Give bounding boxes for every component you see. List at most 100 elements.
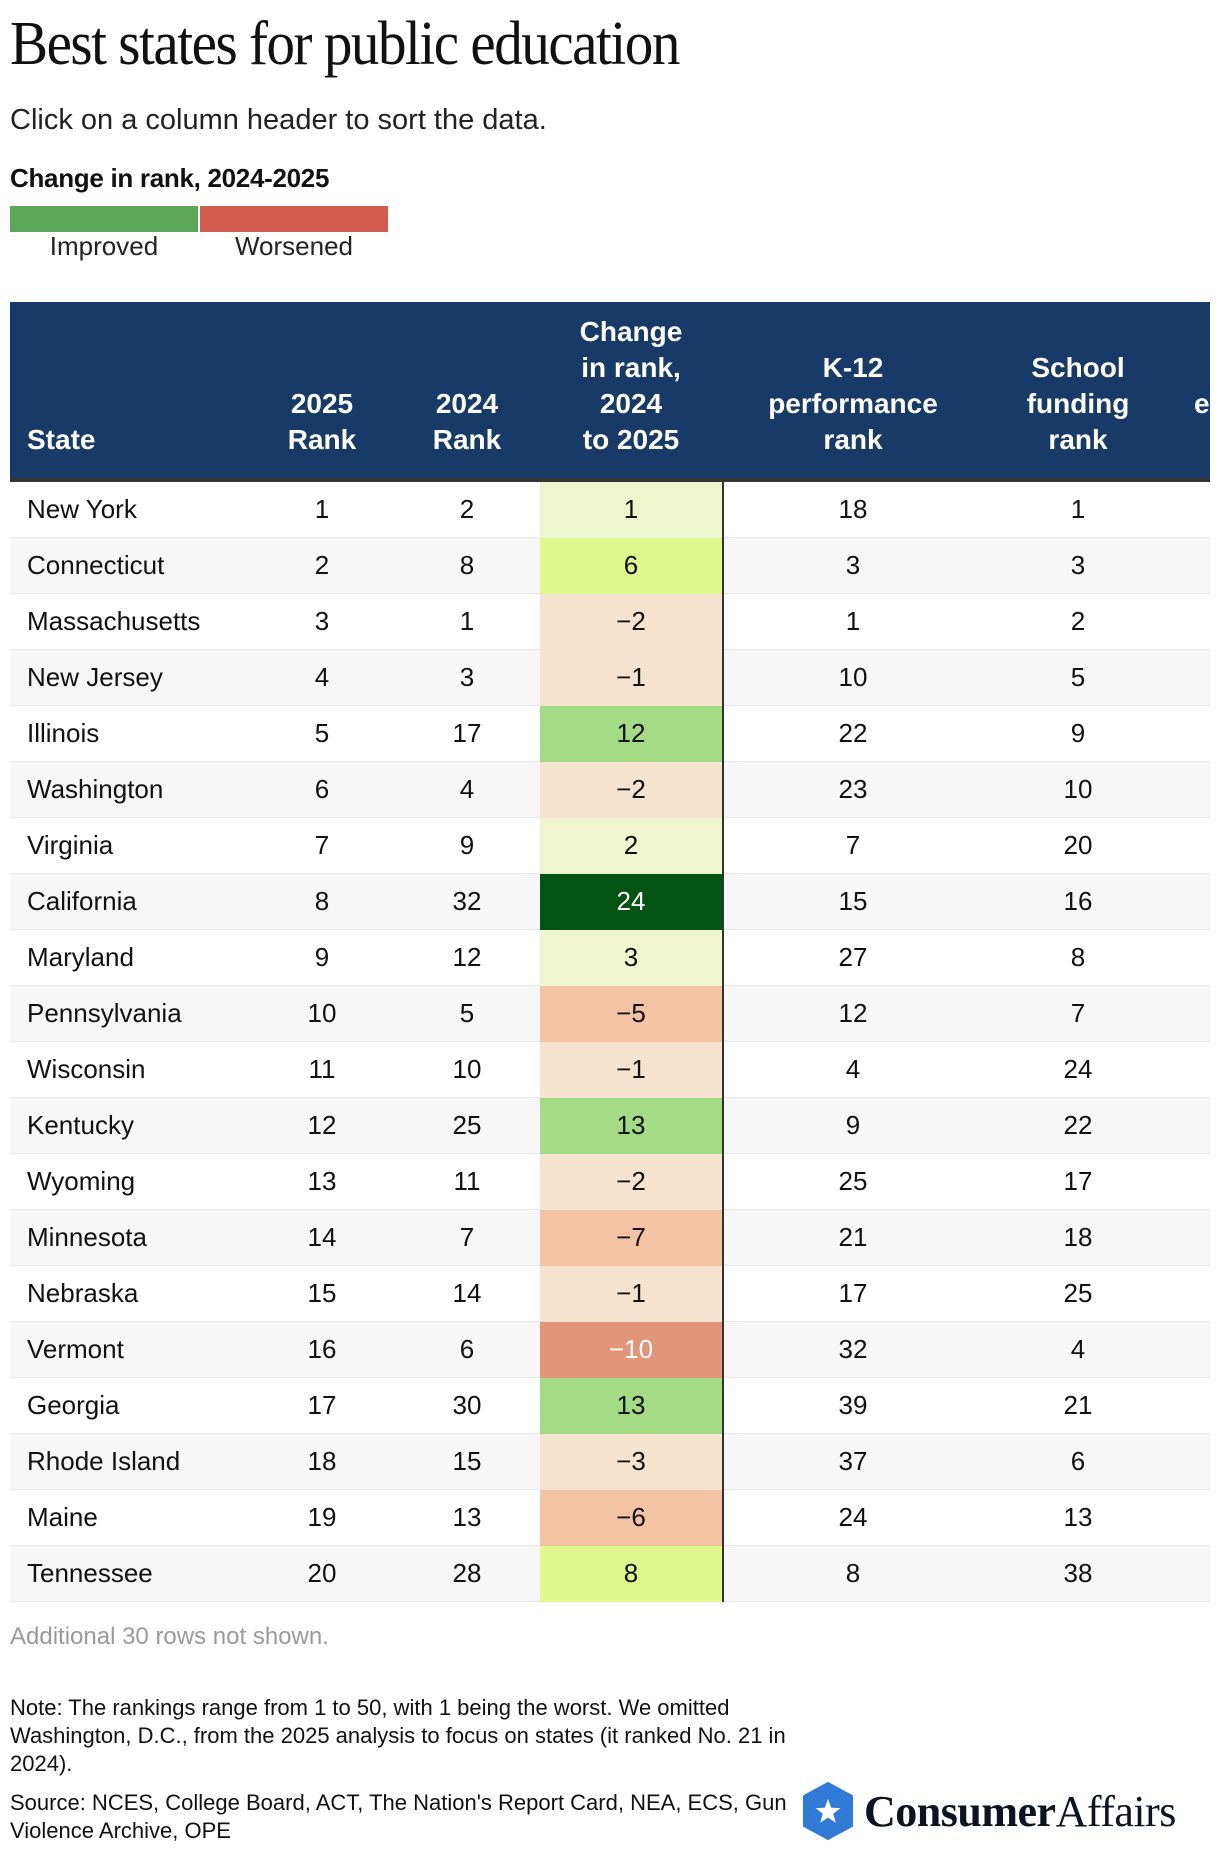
- cell-2025-rank: 8: [314, 886, 330, 916]
- cell-school-funding-rank: 10: [1063, 774, 1093, 804]
- cell-k12-performance-rank: 37: [838, 1446, 868, 1476]
- cell-2024-rank: 25: [452, 1110, 482, 1140]
- legend-swatch-improved: [10, 206, 198, 232]
- cell-k12-performance-rank: 3: [845, 550, 861, 580]
- cell-2024-rank: 4: [459, 774, 475, 804]
- cell-2025-rank: 2: [314, 550, 330, 580]
- legend-swatch-worsened: [200, 206, 388, 232]
- cell-k12-performance-rank: 23: [838, 774, 868, 804]
- cell-k12-performance-rank: 7: [845, 830, 861, 860]
- legend-label-improved: Improved: [49, 231, 159, 261]
- cell-change-in-rank: 3: [540, 930, 722, 986]
- cell-state: Connecticut: [27, 550, 165, 580]
- cell-2024-rank: 32: [452, 886, 482, 916]
- cell-2025-rank: 5: [314, 718, 330, 748]
- logo-wordmark-regular: Affairs: [1055, 1787, 1177, 1836]
- column-header-k12-performance-rank[interactable]: K-12 performance rank: [750, 350, 956, 458]
- column-header-line: K-12: [822, 352, 884, 383]
- cell-2025-rank: 10: [307, 998, 337, 1028]
- cell-2025-rank: 4: [314, 662, 330, 692]
- table-row: Pennsylvania 10 5 −5 12 7: [10, 986, 1210, 1042]
- table-row: Nebraska 15 14 −1 17 25: [10, 1266, 1210, 1322]
- cell-school-funding-rank: 13: [1063, 1502, 1093, 1532]
- more-rows-note: Additional 30 rows not shown.: [10, 1623, 329, 1650]
- cell-state: Illinois: [27, 718, 100, 748]
- column-header-2024-rank[interactable]: 2024 Rank: [407, 386, 527, 458]
- column-header-state[interactable]: State: [27, 422, 177, 458]
- cell-school-funding-rank: 24: [1063, 1054, 1093, 1084]
- cell-change-in-rank: 12: [540, 706, 722, 762]
- cell-change-in-rank: 24: [540, 874, 722, 930]
- cell-school-funding-rank: 1: [1070, 494, 1086, 524]
- cell-2025-rank: 6: [314, 774, 330, 804]
- cell-2025-rank: 7: [314, 830, 330, 860]
- cell-school-funding-rank: 22: [1063, 1110, 1093, 1140]
- table-row: Virginia 7 9 2 7 20: [10, 818, 1210, 874]
- cell-k12-performance-rank: 12: [838, 998, 868, 1028]
- column-header-line: rank: [823, 424, 883, 455]
- cell-k12-performance-rank: 17: [838, 1278, 868, 1308]
- cell-school-funding-rank: 17: [1063, 1166, 1093, 1196]
- table-row: Kentucky 12 25 13 9 22: [10, 1098, 1210, 1154]
- cell-change-in-rank: −2: [540, 1154, 722, 1210]
- table-row: Washington 6 4 −2 23 10: [10, 762, 1210, 818]
- cell-k12-performance-rank: 18: [838, 494, 868, 524]
- column-header-line: in rank,: [581, 352, 681, 383]
- cell-school-funding-rank: 21: [1063, 1390, 1093, 1420]
- cell-change-in-rank: 6: [540, 538, 722, 594]
- table-row: Massachusetts 3 1 −2 1 2: [10, 594, 1210, 650]
- table-row: Minnesota 14 7 −7 21 18: [10, 1210, 1210, 1266]
- cell-school-funding-rank: 2: [1070, 606, 1086, 636]
- cell-school-funding-rank: 8: [1070, 942, 1086, 972]
- cell-2025-rank: 1: [314, 494, 330, 524]
- cell-change-in-rank: 8: [540, 1546, 722, 1602]
- table-row: Wyoming 13 11 −2 25 17: [10, 1154, 1210, 1210]
- column-header-2025-rank[interactable]: 2025 Rank: [262, 386, 382, 458]
- column-header-line: 2024: [599, 388, 663, 419]
- cell-change-in-rank: 13: [540, 1378, 722, 1434]
- column-header-line: rank: [1048, 424, 1108, 455]
- cell-2025-rank: 12: [307, 1110, 337, 1140]
- cell-2024-rank: 6: [459, 1334, 475, 1364]
- table-row: Illinois 5 17 12 22 9: [10, 706, 1210, 762]
- cell-change-in-rank: −10: [540, 1322, 722, 1378]
- legend-title: Change in rank, 2024-2025: [10, 163, 330, 193]
- cell-2024-rank: 17: [452, 718, 482, 748]
- cell-change-in-rank: −1: [540, 1266, 722, 1322]
- cell-k12-performance-rank: 22: [838, 718, 868, 748]
- footnote: Note: The rankings range from 1 to 50, w…: [10, 1695, 786, 1776]
- cell-school-funding-rank: 20: [1063, 830, 1093, 860]
- cell-k12-performance-rank: 39: [838, 1390, 868, 1420]
- cell-2024-rank: 8: [459, 550, 475, 580]
- cell-2024-rank: 14: [452, 1278, 482, 1308]
- column-header-line: Rank: [432, 424, 502, 455]
- column-header-change-in-rank[interactable]: Change in rank, 2024 to 2025: [540, 314, 722, 458]
- column-header-partial[interactable]: e: [1194, 386, 1210, 422]
- cell-school-funding-rank: 7: [1070, 998, 1086, 1028]
- cell-2025-rank: 9: [314, 942, 330, 972]
- cell-school-funding-rank: 6: [1070, 1446, 1086, 1476]
- cell-state: Nebraska: [27, 1278, 139, 1308]
- column-header-line: 2024: [435, 388, 499, 419]
- cell-state: Vermont: [27, 1334, 124, 1364]
- column-header-line: e: [1194, 388, 1210, 419]
- cell-state: Pennsylvania: [27, 998, 182, 1028]
- cell-2024-rank: 2: [459, 494, 475, 524]
- cell-state: Georgia: [27, 1390, 120, 1420]
- table-row: Wisconsin 11 10 −1 4 24: [10, 1042, 1210, 1098]
- cell-k12-performance-rank: 1: [845, 606, 861, 636]
- table-body: New York 1 2 1 18 1 Connecticut 2 8 6 3 3 Massachuse…: [10, 482, 1210, 1602]
- cell-2024-rank: 3: [459, 662, 475, 692]
- cell-change-in-rank: −3: [540, 1434, 722, 1490]
- column-divider: [722, 482, 724, 1602]
- cell-2024-rank: 12: [452, 942, 482, 972]
- cell-k12-performance-rank: 25: [838, 1166, 868, 1196]
- column-header-line: performance: [768, 388, 938, 419]
- cell-2025-rank: 11: [308, 1054, 336, 1084]
- cell-2024-rank: 11: [453, 1166, 481, 1196]
- cell-k12-performance-rank: 32: [838, 1334, 868, 1364]
- cell-k12-performance-rank: 21: [838, 1222, 868, 1252]
- table-row: Rhode Island 18 15 −3 37 6: [10, 1434, 1210, 1490]
- cell-change-in-rank: −5: [540, 986, 722, 1042]
- column-header-school-funding-rank[interactable]: School funding rank: [998, 350, 1158, 458]
